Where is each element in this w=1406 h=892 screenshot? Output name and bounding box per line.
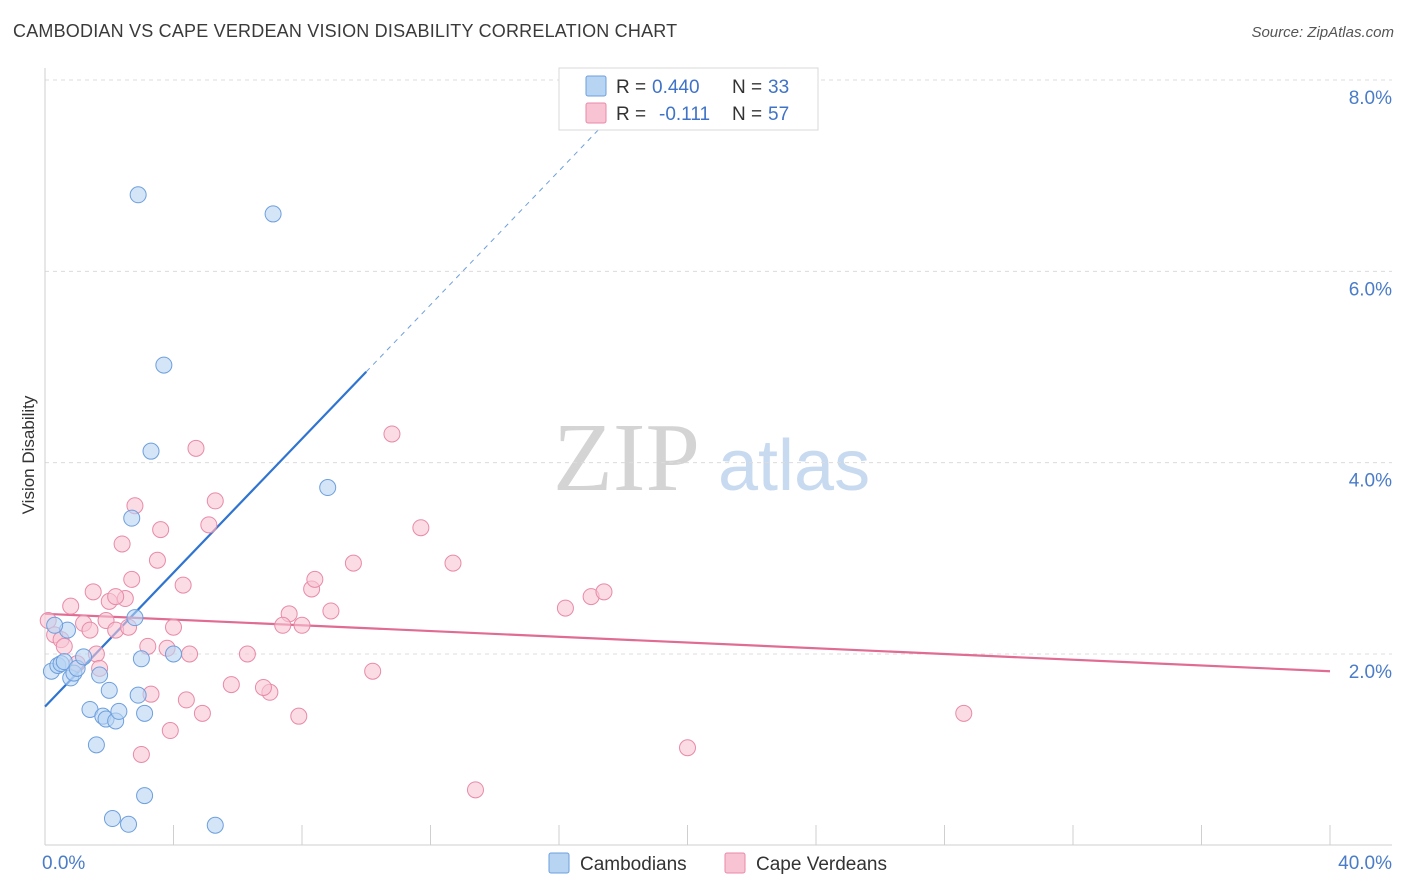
cape-verdean-point-33 (238, 645, 256, 663)
cape-verdean-point-56 (107, 588, 125, 606)
cape-verdean-point-30 (200, 516, 218, 534)
legend-n-label-1: N = (732, 77, 762, 98)
cambodian-point-31 (319, 479, 337, 497)
y-tick-label-0: 2.0% (1349, 662, 1392, 683)
bottom-legend-swatch-cape-verdeans (724, 852, 746, 874)
source-credit: Source: ZipAtlas.com (1251, 24, 1394, 41)
chart-title: CAMBODIAN VS CAPE VERDEAN VISION DISABIL… (13, 21, 678, 41)
cape-verdean-point-48 (595, 583, 613, 601)
cambodian-point-16 (110, 702, 128, 720)
cape-verdean-point-36 (290, 707, 308, 725)
cape-verdean-point-24 (165, 618, 182, 636)
bottom-legend-cape-verdeans: Cape Verdeans (756, 854, 887, 875)
cape-verdean-point-8 (84, 583, 102, 601)
y-tick-label-2: 6.0% (1349, 279, 1392, 300)
cambodian-point-18 (123, 509, 141, 527)
cambodian-point-28 (165, 645, 182, 663)
cambodians-trend-extension (365, 120, 608, 373)
cape-verdean-point-54 (293, 616, 311, 634)
cambodian-point-14 (103, 810, 121, 828)
cape-verdean-point-22 (152, 521, 170, 539)
bottom-legend-cambodians: Cambodians (580, 854, 687, 875)
y-tick-label-3: 8.0% (1349, 88, 1392, 109)
bottom-legend: Cambodians Cape Verdeans (548, 852, 887, 875)
cape-verdean-point-55 (274, 616, 292, 634)
cape-verdean-point-51 (132, 745, 150, 763)
cambodian-point-19 (129, 686, 147, 704)
cape-verdean-point-14 (113, 535, 131, 553)
cambodian-point-23 (126, 609, 144, 627)
cambodian-point-25 (129, 186, 147, 204)
legend: R = 0.440 N = 33 R = -0.111 N = 57 (558, 67, 819, 131)
cape-verdean-point-38 (306, 570, 324, 588)
cambodian-point-13 (100, 681, 118, 699)
cape-verdeans-trend-line (44, 612, 1331, 673)
legend-n-label-2: N = (732, 104, 762, 125)
cape-verdean-point-40 (344, 554, 362, 572)
cambodian-point-17 (120, 815, 138, 833)
cambodians-points (42, 186, 337, 834)
cambodian-point-30 (264, 205, 282, 223)
cape-verdeans-points (39, 425, 973, 799)
watermark: ZIP atlas (553, 404, 870, 512)
cape-verdean-point-26 (177, 691, 195, 709)
cape-verdean-point-3 (55, 637, 73, 655)
cape-verdean-point-7 (81, 621, 99, 639)
tick-labels: 2.0% 4.0% 6.0% 8.0% 0.0% 40.0% (42, 88, 1392, 874)
legend-r-value-2: -0.111 (659, 104, 710, 125)
cape-verdean-point-32 (222, 676, 240, 694)
legend-r-label-1: R = (616, 77, 646, 98)
watermark-zip: ZIP (553, 404, 700, 512)
cape-verdean-point-46 (556, 599, 574, 617)
legend-n-value-2: 57 (768, 104, 789, 125)
cambodian-point-21 (136, 704, 154, 722)
cape-verdean-point-39 (322, 602, 340, 620)
cape-verdean-point-52 (161, 722, 179, 740)
cambodian-point-20 (132, 650, 150, 668)
y-axis-title: Vision Disability (19, 395, 38, 514)
x-tick-label-1: 40.0% (1338, 853, 1392, 874)
x-tick-label-0: 0.0% (42, 853, 85, 874)
cape-verdean-point-31 (206, 492, 224, 510)
cape-verdean-point-49 (679, 739, 696, 757)
cape-verdean-point-28 (187, 439, 205, 457)
cape-verdean-point-53 (254, 678, 272, 696)
cape-verdean-point-43 (412, 519, 430, 537)
cape-verdean-point-21 (148, 551, 166, 569)
cambodian-point-27 (155, 356, 173, 374)
cambodian-point-26 (136, 787, 154, 805)
legend-swatch-cambodians (585, 75, 607, 97)
cambodian-point-10 (87, 736, 105, 754)
cape-verdean-point-4 (62, 597, 80, 615)
cape-verdean-point-44 (444, 554, 462, 572)
bottom-legend-swatch-cambodians (548, 852, 570, 874)
cape-verdean-point-27 (181, 645, 199, 663)
legend-n-value-1: 33 (768, 77, 789, 98)
cape-verdean-point-25 (174, 576, 192, 594)
gridlines (45, 79, 1392, 655)
cambodian-point-24 (91, 666, 109, 684)
cape-verdean-point-17 (123, 570, 141, 588)
cape-verdean-point-29 (193, 704, 211, 722)
cambodian-point-29 (206, 816, 224, 834)
cape-verdean-point-42 (383, 425, 401, 443)
cape-verdean-point-50 (955, 704, 973, 722)
cape-verdean-point-41 (364, 662, 382, 680)
y-tick-label-1: 4.0% (1349, 471, 1392, 492)
legend-r-label-2: R = (616, 104, 646, 125)
cambodian-point-32 (46, 616, 64, 634)
watermark-atlas: atlas (718, 426, 870, 506)
axes (44, 68, 1392, 846)
cambodian-point-8 (75, 648, 93, 666)
cape-verdean-point-45 (466, 781, 484, 799)
legend-swatch-cape-verdeans (585, 102, 607, 124)
cambodian-point-22 (142, 442, 160, 460)
legend-r-value-1: 0.440 (652, 77, 700, 98)
